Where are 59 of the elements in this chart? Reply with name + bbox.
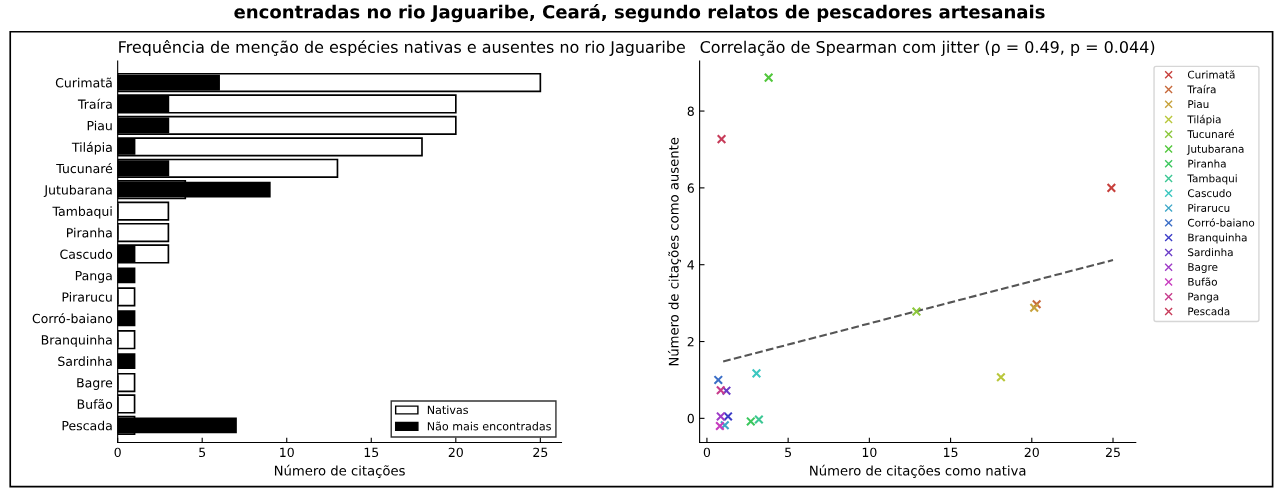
- x-tick-label: 20: [1024, 447, 1039, 458]
- y-tick-label: Corró-baiano: [32, 313, 113, 324]
- y-tick-label: Branquinha: [41, 334, 112, 348]
- x-tick-label: 0: [703, 447, 711, 458]
- legend-label: Nativas: [427, 405, 468, 415]
- x-tick-label: 10: [862, 447, 877, 458]
- x-tick-label: 25: [1105, 447, 1120, 458]
- legend-label: Tilápia: [1187, 114, 1221, 126]
- y-tick-label: Traíra: [77, 98, 112, 109]
- legend-label: Corró-baiano: [1187, 218, 1255, 227]
- y-tick-label: Piranha: [67, 227, 112, 238]
- legend-label: Tambaqui: [1187, 174, 1237, 185]
- legend-label: Piau: [1188, 100, 1209, 109]
- x-tick-label: 0: [114, 447, 121, 458]
- legend-label: Jutubarana: [1186, 144, 1244, 155]
- chart-title: Frequência de menção de espécies nativas e ausentes no rio Jaguaribe: [119, 40, 685, 57]
- y-tick-label: Sardinha: [58, 356, 112, 367]
- y-tick-label: Bufão: [77, 399, 113, 409]
- chart-title: Correlação de Spearman com jitter (ρ = 0.49, p = 0.044): [700, 40, 1155, 57]
- x-tick-label: 15: [944, 447, 958, 458]
- y-tick-label: Pescada: [62, 420, 112, 431]
- x-tick-label: 5: [199, 447, 206, 458]
- legend-label: Branquinha: [1188, 233, 1247, 244]
- y-tick-label: Panga: [75, 271, 112, 283]
- y-tick-label: Bagre: [77, 378, 113, 390]
- y-tick-label: 0: [687, 413, 694, 424]
- y-tick-label: 4: [687, 260, 695, 270]
- y-tick-label: Pirarucu: [62, 292, 112, 302]
- y-tick-label: 6: [687, 183, 694, 193]
- x-axis-title: Número de citações como nativa: [810, 464, 1026, 478]
- x-tick-label: 25: [533, 447, 548, 458]
- y-tick-label: Curimatã: [55, 77, 112, 88]
- legend-label: Piranha: [1188, 159, 1226, 168]
- legend-label: Curimatã: [1187, 70, 1235, 79]
- x-axis-title: Número de citações: [274, 464, 405, 478]
- legend-label: Bagre: [1188, 263, 1218, 273]
- legend-label: Não mais encontradas: [427, 421, 551, 431]
- legend-label: Tucunaré: [1187, 129, 1234, 139]
- x-tick-label: 5: [785, 447, 792, 458]
- text: encontradas no rio Jaguaribe, Ceará, segundo relatos de pescadores artesanais: [234, 3, 1045, 23]
- legend-label: Traíra: [1187, 84, 1216, 94]
- y-tick-label: Tilápia: [71, 141, 112, 155]
- x-tick-label: 15: [364, 447, 379, 458]
- x-tick-label: 10: [280, 447, 294, 458]
- x-tick-label: 20: [448, 447, 463, 458]
- y-tick-label: Tambaqui: [52, 206, 112, 219]
- y-tick-label: Piau: [87, 120, 112, 131]
- y-tick-label: 2: [687, 337, 694, 347]
- y-tick-label: 8: [687, 106, 694, 116]
- legend-label: Bufão: [1188, 277, 1217, 286]
- y-axis-title: Número de citações como ausente: [667, 137, 682, 366]
- legend-label: Pescada: [1188, 307, 1230, 316]
- y-tick-label: Tucunaré: [56, 163, 113, 174]
- legend-label: Pirarucu: [1188, 203, 1230, 212]
- y-tick-label: Cascudo: [60, 249, 113, 259]
- legend-label: Sardinha: [1188, 248, 1233, 257]
- legend-label: Cascudo: [1187, 189, 1232, 198]
- legend-label: Panga: [1188, 292, 1219, 303]
- y-tick-label: Jutubarana: [43, 184, 112, 197]
